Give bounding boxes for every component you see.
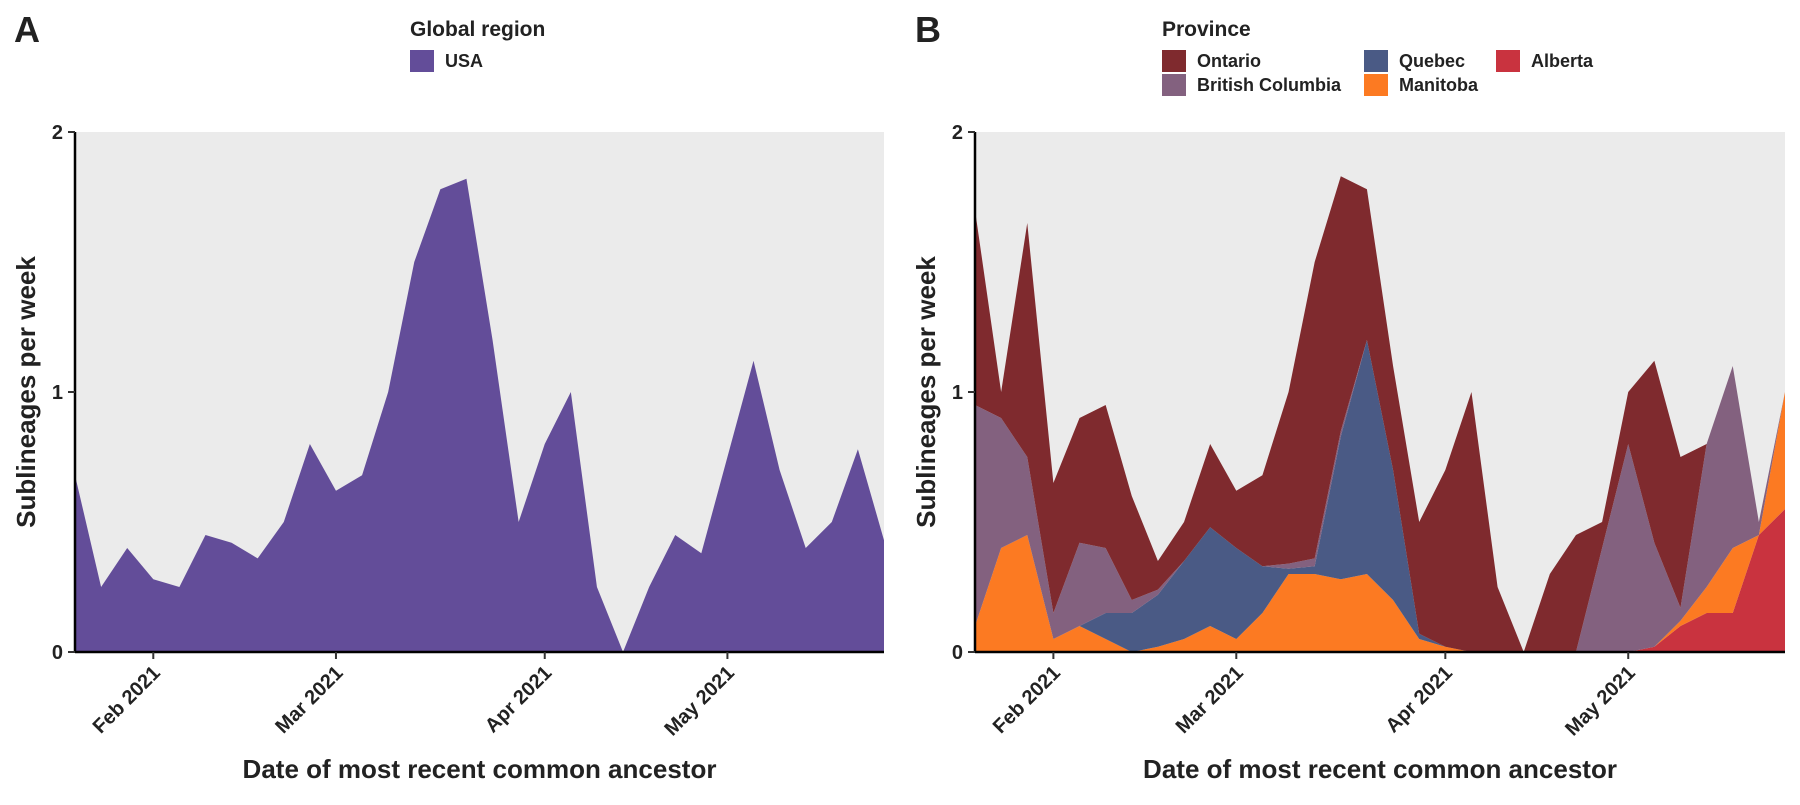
legend-swatch <box>410 50 434 72</box>
area <box>975 509 1785 652</box>
y-axis-title: Sublineages per week <box>11 256 41 528</box>
legend-swatch <box>1162 50 1186 72</box>
x-tick-label: Apr 2021 <box>1382 662 1457 737</box>
legend-title: Province <box>1162 18 1251 41</box>
x-tick-label: May 2021 <box>1561 662 1639 740</box>
legend-label: Alberta <box>1531 51 1594 71</box>
legend-label: Manitoba <box>1399 75 1479 95</box>
y-tick-label: 1 <box>952 382 963 404</box>
legend-swatch <box>1162 74 1186 96</box>
legend-swatch <box>1364 74 1388 96</box>
x-axis-title: Date of most recent common ancestor <box>1143 754 1617 784</box>
x-tick-label: Mar 2021 <box>271 662 347 738</box>
legend-label: USA <box>445 51 483 71</box>
area <box>975 392 1785 652</box>
y-tick-label: 2 <box>52 122 63 144</box>
y-tick-label: 0 <box>952 642 963 664</box>
legend-label: Quebec <box>1399 51 1465 71</box>
panel-label: A <box>14 9 40 50</box>
x-axis-title: Date of most recent common ancestor <box>243 754 717 784</box>
y-tick-label: 0 <box>52 642 63 664</box>
x-tick-label: Feb 2021 <box>989 662 1065 738</box>
legend-swatch <box>1496 50 1520 72</box>
x-tick-label: Apr 2021 <box>481 662 556 737</box>
legend-title: Global region <box>410 18 545 41</box>
area <box>75 178 884 653</box>
area <box>975 340 1785 652</box>
x-tick-label: Feb 2021 <box>89 662 165 738</box>
x-tick-label: Mar 2021 <box>1172 662 1248 738</box>
panel-label: B <box>915 9 941 50</box>
legend-swatch <box>1364 50 1388 72</box>
area <box>975 176 1785 652</box>
x-tick-label: May 2021 <box>660 662 738 740</box>
y-tick-label: 2 <box>952 122 963 144</box>
legend-label: Ontario <box>1197 51 1261 71</box>
y-tick-label: 1 <box>52 382 63 404</box>
y-axis-title: Sublineages per week <box>911 256 941 528</box>
area <box>975 340 1785 652</box>
legend-label: British Columbia <box>1197 75 1342 95</box>
